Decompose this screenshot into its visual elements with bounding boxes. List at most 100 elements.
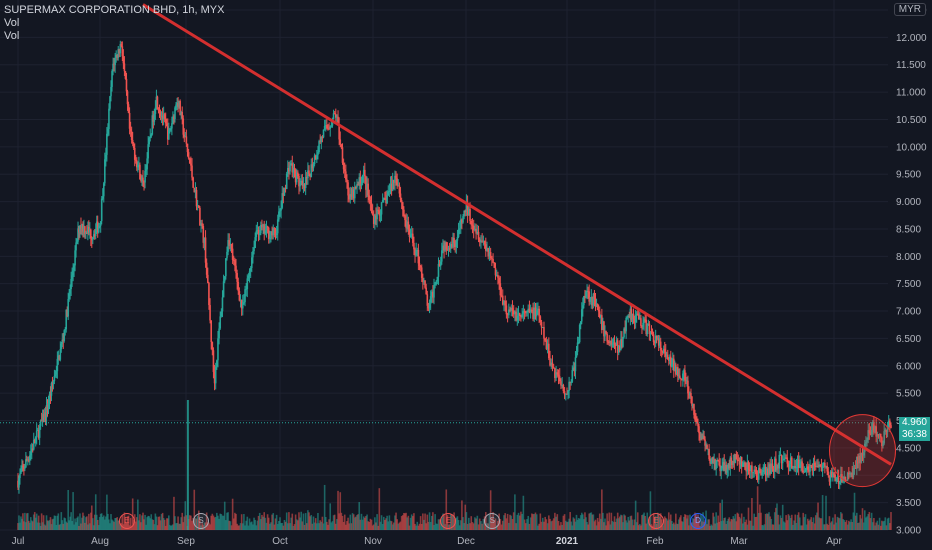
volume-bar [767, 513, 769, 530]
volume-bar [719, 503, 721, 530]
candle-body [802, 470, 805, 473]
candle-body [693, 403, 695, 415]
volume-bar [282, 525, 285, 530]
candle-body [437, 263, 440, 277]
candle-body [730, 457, 733, 462]
volume-legend-1[interactable]: Vol [4, 17, 20, 29]
candle-body [560, 381, 562, 386]
candle-body [120, 44, 123, 47]
candle-body [387, 191, 390, 196]
volume-bar [111, 519, 113, 530]
candle-body [548, 343, 550, 359]
candle-body [60, 343, 63, 350]
volume-bar [181, 512, 184, 530]
candle-body [237, 281, 240, 292]
volume-bar [638, 525, 640, 530]
candle-body [609, 340, 612, 343]
volume-bar [274, 518, 277, 530]
candle-body [343, 169, 346, 172]
candle-body [771, 463, 774, 469]
volume-bar [673, 522, 675, 530]
event-marker-s[interactable]: S [484, 513, 501, 529]
volume-bar [32, 514, 35, 530]
candle-body [96, 221, 99, 233]
volume-bar [42, 515, 45, 530]
candle-body [426, 294, 429, 306]
volume-bar [435, 523, 438, 530]
volume-bar [136, 517, 138, 530]
volume-bar [175, 523, 177, 530]
candle-body [382, 198, 385, 201]
volume-bar [237, 525, 240, 530]
candle-body [418, 263, 421, 267]
candle-body [70, 278, 72, 290]
candle-body [524, 311, 527, 314]
candle-body [165, 123, 168, 127]
volume-bar [740, 513, 743, 530]
candle-body [744, 462, 746, 470]
volume-bar [50, 524, 53, 530]
candle-body [471, 224, 474, 226]
candle-body [540, 322, 543, 328]
volume-bar [171, 525, 173, 530]
candle-body [339, 139, 342, 145]
volume-bar [298, 512, 300, 530]
volume-bar [166, 518, 169, 530]
event-marker-s[interactable]: S [193, 513, 210, 529]
candle-body [34, 437, 37, 443]
volume-bar [143, 519, 145, 530]
volume-bar [246, 516, 249, 530]
symbol-title[interactable]: SUPERMAX CORPORATION BHD, 1h, MYX [4, 4, 225, 16]
candle-body [107, 129, 109, 134]
volume-bar [300, 511, 303, 530]
volume-bar [623, 514, 625, 530]
volume-bar [113, 521, 115, 530]
volume-bar [710, 524, 712, 530]
volume-bar [564, 520, 567, 530]
volume-bar [33, 512, 36, 530]
volume-bar [60, 512, 63, 530]
volume-bar [182, 522, 185, 530]
candle-body [676, 367, 678, 375]
candle-body [31, 448, 34, 450]
volume-bar [505, 518, 508, 530]
candle-body [32, 439, 35, 450]
volume-bar [573, 518, 576, 530]
candle-body [866, 439, 868, 443]
volume-bar [213, 517, 216, 530]
event-marker-e[interactable]: E [440, 513, 457, 529]
event-marker-d[interactable]: D [690, 513, 706, 529]
candle-body [697, 422, 699, 427]
volume-bar [165, 518, 168, 530]
volume-bar [751, 497, 753, 530]
volume-bar [630, 515, 633, 530]
y-tick-label: 10.000 [896, 142, 927, 153]
volume-bar [775, 507, 777, 530]
candle-body [691, 396, 693, 406]
candle-body [94, 229, 97, 237]
volume-bar [489, 490, 492, 530]
volume-bar [647, 522, 650, 530]
candle-body [223, 276, 226, 282]
volume-bar [415, 525, 417, 530]
volume-bar [727, 518, 730, 530]
candle-body [454, 243, 457, 248]
volume-bar [763, 524, 766, 530]
event-marker-e[interactable]: E [648, 513, 664, 529]
volume-bar [495, 525, 498, 530]
volume-bar [817, 502, 819, 530]
candle-body [29, 455, 31, 461]
volume-bar [394, 515, 396, 530]
currency-label[interactable]: MYR [893, 3, 926, 16]
candle-body [88, 226, 90, 232]
volume-legend-2[interactable]: Vol [4, 30, 20, 42]
volume-bar [106, 494, 108, 530]
y-tick-label: 6.500 [896, 334, 921, 345]
candle-body [635, 313, 638, 316]
candle-body [497, 275, 499, 278]
event-marker-e[interactable]: E [118, 513, 135, 529]
candle-body [89, 229, 91, 232]
volume-bar [176, 522, 178, 530]
volume-bar [468, 517, 470, 530]
